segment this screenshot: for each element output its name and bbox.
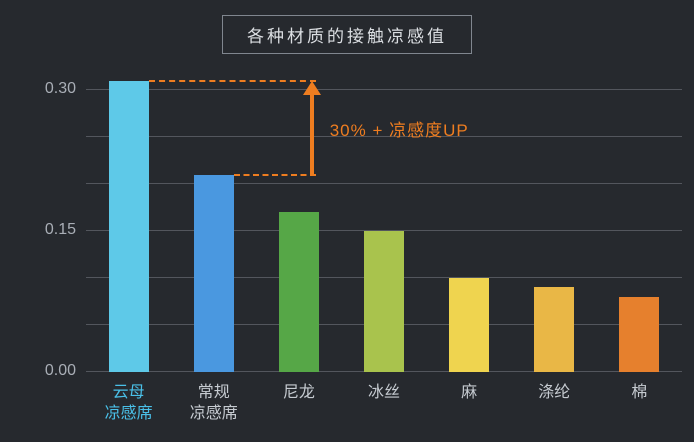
x-category-label: 棉 <box>597 382 682 403</box>
x-category-label: 涤纶 <box>512 382 597 403</box>
chart-title-box: 各种材质的接触凉感值 <box>222 15 472 54</box>
chart-title: 各种材质的接触凉感值 <box>247 27 447 46</box>
x-category-label-line: 凉感席 <box>189 405 238 422</box>
x-category-label-line: 尼龙 <box>282 384 315 401</box>
bar-2 <box>193 174 234 372</box>
x-category-label-line: 棉 <box>631 384 648 401</box>
bar-1 <box>108 80 149 372</box>
gridline <box>86 89 682 90</box>
gridline <box>86 183 682 184</box>
y-tick-label: 0.00 <box>44 362 76 379</box>
gridline <box>86 230 682 231</box>
bar-6 <box>534 287 575 372</box>
bar-4 <box>364 231 404 372</box>
plot-area: 30% + 凉感度UP <box>86 70 682 372</box>
x-category-label-line: 凉感席 <box>104 405 153 422</box>
x-category-label-line: 涤纶 <box>538 384 571 401</box>
up-arrow-stem <box>309 93 314 175</box>
x-category-label: 冰丝 <box>341 382 426 403</box>
x-category-label-line: 云母 <box>112 384 145 401</box>
x-category-label: 尼龙 <box>256 382 341 403</box>
annotation-dash-top <box>148 79 316 82</box>
x-category-label: 常规 凉感席 <box>171 382 256 424</box>
x-category-label: 麻 <box>427 382 512 403</box>
x-category-label: 云母 凉感席 <box>86 382 171 424</box>
up-arrow-head-icon <box>302 80 321 95</box>
y-tick-label: 0.15 <box>44 221 76 238</box>
x-category-label-line: 麻 <box>461 384 478 401</box>
y-tick-label: 0.30 <box>44 80 76 97</box>
x-category-label-line: 冰丝 <box>367 384 400 401</box>
bar-7 <box>619 296 660 372</box>
bar-3 <box>278 212 319 372</box>
annotation-text: 30% + 凉感度UP <box>329 120 469 140</box>
x-category-label-line: 常规 <box>197 384 230 401</box>
annotation-dash-bottom <box>233 173 316 176</box>
bar-5 <box>449 278 490 372</box>
gridline <box>86 136 682 137</box>
